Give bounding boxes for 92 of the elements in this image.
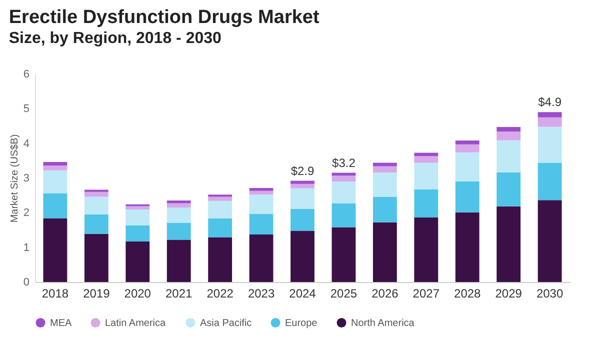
bar <box>249 234 274 282</box>
bar <box>126 210 150 226</box>
bar <box>538 200 562 282</box>
y-tick-label: 6 <box>23 68 30 80</box>
x-tick-label: 2019 <box>83 286 110 300</box>
bar <box>43 193 68 218</box>
bar <box>208 200 232 219</box>
bar <box>290 184 314 188</box>
x-tick-label: 2027 <box>412 286 440 300</box>
y-tick-label: 4 <box>23 138 30 150</box>
bar <box>208 196 232 201</box>
bar <box>332 181 356 204</box>
bar <box>208 237 232 282</box>
bar <box>414 162 438 190</box>
total-label: $2.9 <box>290 164 314 178</box>
bar <box>455 181 480 212</box>
total-label: $4.9 <box>538 95 562 110</box>
bar <box>84 234 108 282</box>
bar <box>455 152 480 182</box>
bar <box>538 162 562 200</box>
bar <box>414 189 438 218</box>
bar <box>126 241 150 282</box>
bar <box>496 132 521 140</box>
bar <box>126 225 150 242</box>
y-tick-label: 2 <box>23 207 30 220</box>
bar <box>249 194 274 214</box>
bar <box>538 117 562 127</box>
legend-label: Latin America <box>105 318 166 329</box>
bar <box>166 200 191 204</box>
bar <box>372 196 397 222</box>
y-tick-label: 0 <box>23 276 30 288</box>
bar <box>372 166 397 172</box>
bar <box>496 140 521 172</box>
bar <box>372 162 397 166</box>
bar <box>332 203 356 228</box>
bar <box>43 218 68 282</box>
x-tick-label: 2028 <box>454 286 482 300</box>
bar <box>372 222 397 282</box>
bar <box>43 166 68 170</box>
x-tick-label: 2018 <box>42 286 69 300</box>
bar <box>249 188 274 191</box>
x-tick-label: 2024 <box>289 286 316 300</box>
bar <box>496 172 521 206</box>
bar <box>290 230 314 282</box>
legend-label: Europe <box>285 318 318 329</box>
bar <box>290 180 314 184</box>
bar <box>332 227 356 282</box>
bar <box>166 207 191 223</box>
bar <box>290 208 314 231</box>
bar <box>249 214 274 235</box>
x-tick-label: 2021 <box>165 286 193 300</box>
bar <box>84 192 108 197</box>
legend-label: MEA <box>50 318 72 329</box>
legend-label: North America <box>351 318 415 329</box>
bar <box>208 218 232 238</box>
legend-label: Asia Pacific <box>200 318 252 329</box>
y-tick-label: 1 <box>23 242 30 254</box>
bar <box>166 222 191 240</box>
y-tick-label: 3 <box>23 172 30 184</box>
bar <box>84 196 108 214</box>
total-label: $3.2 <box>332 156 356 170</box>
x-tick-label: 2029 <box>495 286 522 300</box>
chart-title: Erectile Dysfunction Drugs Market <box>8 7 320 28</box>
bar <box>455 140 480 144</box>
bar <box>84 214 108 234</box>
bar <box>166 240 191 282</box>
x-tick-label: 2025 <box>330 286 358 300</box>
bar <box>538 112 562 118</box>
bar <box>496 127 521 132</box>
bar <box>332 176 356 182</box>
x-tick-label: 2026 <box>372 286 399 300</box>
y-tick-label: 5 <box>23 103 30 116</box>
bar <box>249 190 274 195</box>
bar <box>538 126 562 163</box>
bar <box>372 172 397 197</box>
bar <box>290 188 314 209</box>
bar <box>496 206 521 282</box>
bar <box>455 212 480 282</box>
chart-subtitle: Size, by Region, 2018 - 2030 <box>8 30 222 47</box>
bar <box>43 162 68 166</box>
x-tick-label: 2020 <box>124 286 152 300</box>
bar <box>166 203 191 208</box>
x-tick-label: 2022 <box>206 286 234 300</box>
bar <box>414 156 438 163</box>
bar <box>414 218 438 282</box>
bar <box>414 152 438 156</box>
y-axis-title: Market Size (US$B) <box>9 134 20 223</box>
bar <box>126 206 150 210</box>
bar <box>455 144 480 152</box>
x-tick-label: 2030 <box>536 286 564 300</box>
x-tick-label: 2023 <box>248 286 275 300</box>
bar <box>43 170 68 194</box>
